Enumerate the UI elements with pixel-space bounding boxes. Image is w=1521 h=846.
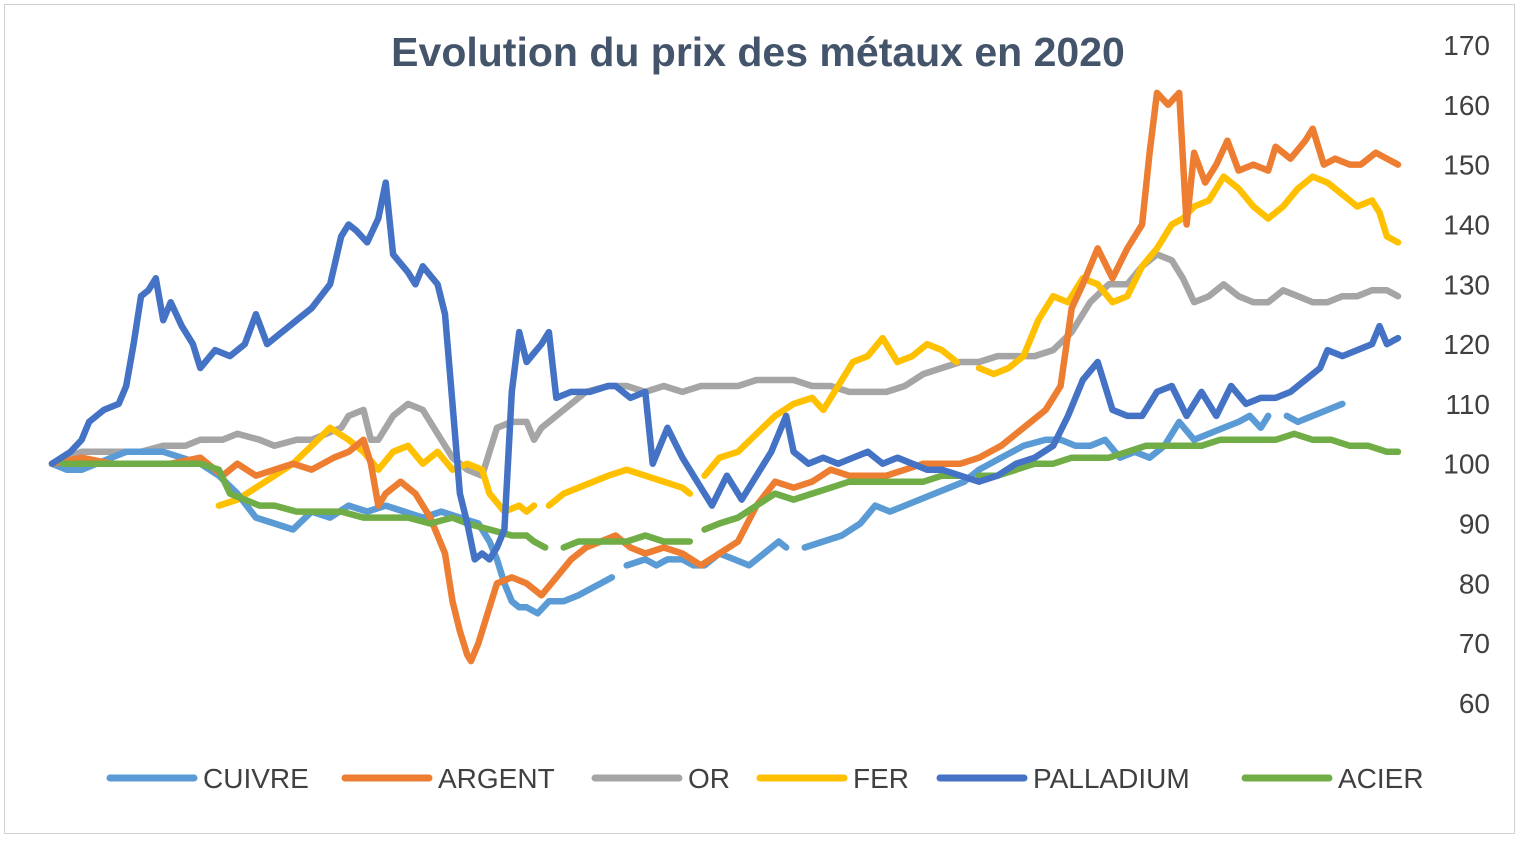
legend-label-fer: FER bbox=[853, 763, 909, 794]
series-lines bbox=[48, 89, 1402, 665]
y-tick-label: 170 bbox=[1443, 30, 1490, 61]
y-tick-label: 110 bbox=[1445, 389, 1490, 420]
series-line-argent bbox=[48, 89, 1402, 665]
legend-label-palladium: PALLADIUM bbox=[1033, 763, 1190, 794]
chart-frame bbox=[4, 4, 1515, 834]
y-tick-label: 160 bbox=[1443, 90, 1490, 121]
series-line-palladium bbox=[48, 179, 1402, 563]
y-tick-label: 150 bbox=[1443, 150, 1490, 181]
legend-label-or: OR bbox=[688, 763, 730, 794]
y-tick-label: 80 bbox=[1459, 568, 1490, 599]
legend-label-argent: ARGENT bbox=[438, 763, 555, 794]
legend-label-acier: ACIER bbox=[1338, 763, 1424, 794]
legend-label-cuivre: CUIVRE bbox=[203, 763, 309, 794]
series-line-or bbox=[48, 251, 1402, 479]
y-tick-label: 120 bbox=[1443, 329, 1490, 360]
y-tick-label: 60 bbox=[1459, 688, 1490, 719]
y-tick-label: 130 bbox=[1443, 269, 1490, 300]
series-line-fer bbox=[975, 173, 1402, 378]
y-axis-ticks: 60 70 80 90 100 110 120 130 140 150 160 170 bbox=[1443, 30, 1490, 719]
series-line-cuivre bbox=[801, 412, 1272, 551]
y-tick-label: 90 bbox=[1459, 509, 1490, 540]
y-tick-label: 70 bbox=[1459, 628, 1490, 659]
series-line-cuivre bbox=[1283, 400, 1346, 426]
y-tick-label: 100 bbox=[1443, 449, 1490, 480]
series-line-acier bbox=[975, 430, 1402, 479]
y-tick-label: 140 bbox=[1443, 209, 1490, 240]
series-line-acier bbox=[560, 532, 694, 551]
chart-title: Evolution du prix des métaux en 2020 bbox=[391, 29, 1125, 75]
series-line-fer bbox=[545, 466, 694, 509]
series-line-cuivre bbox=[48, 448, 616, 617]
series-line-fer bbox=[701, 334, 960, 479]
series-line-acier bbox=[59, 460, 549, 551]
series-line-acier bbox=[701, 472, 964, 533]
legend: CUIVRE ARGENT OR FER PALLADIUM ACIER bbox=[106, 763, 1424, 794]
